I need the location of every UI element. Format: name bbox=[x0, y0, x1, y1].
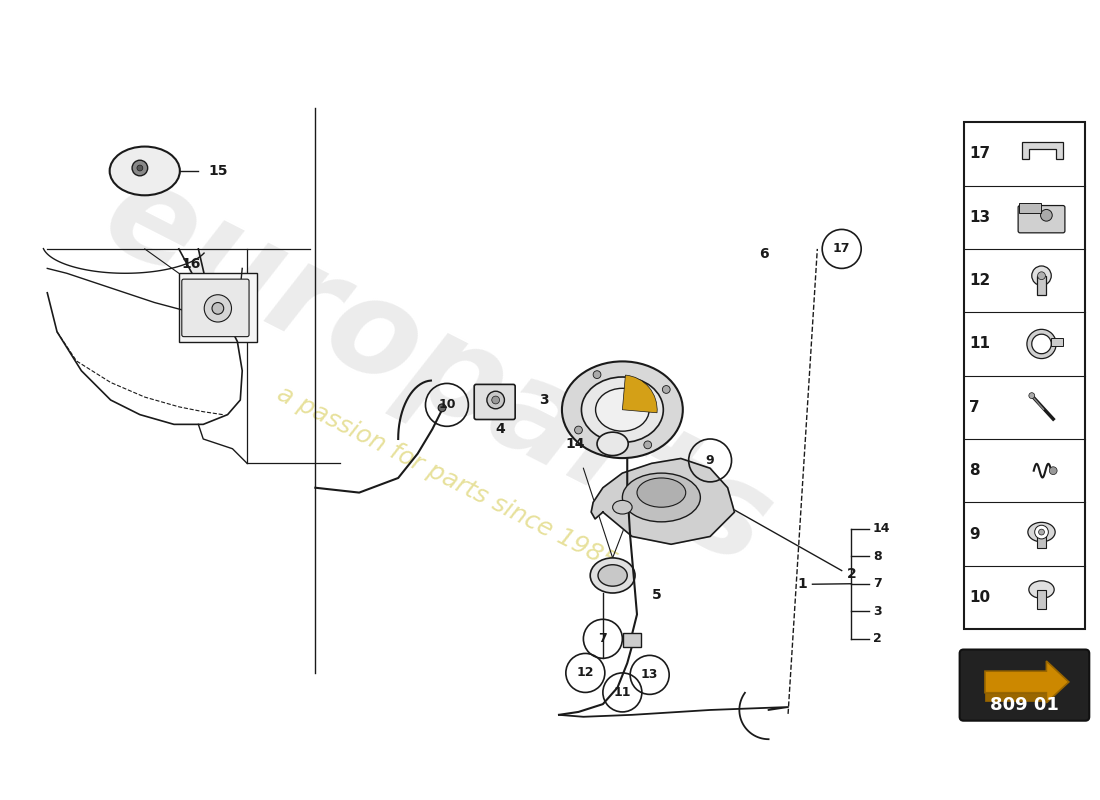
Circle shape bbox=[1032, 266, 1052, 286]
Text: 9: 9 bbox=[706, 454, 714, 467]
Circle shape bbox=[1035, 526, 1048, 539]
Polygon shape bbox=[591, 458, 735, 544]
Ellipse shape bbox=[591, 558, 635, 593]
FancyBboxPatch shape bbox=[1019, 206, 1065, 233]
Circle shape bbox=[492, 396, 499, 404]
Circle shape bbox=[212, 302, 223, 314]
Text: 2: 2 bbox=[873, 632, 881, 646]
FancyBboxPatch shape bbox=[182, 279, 249, 337]
Text: 12: 12 bbox=[969, 273, 991, 288]
Text: 10: 10 bbox=[969, 590, 990, 605]
Ellipse shape bbox=[598, 565, 627, 586]
Polygon shape bbox=[1022, 142, 1063, 158]
Circle shape bbox=[644, 441, 651, 449]
Text: 13: 13 bbox=[969, 210, 990, 225]
Polygon shape bbox=[1036, 276, 1046, 295]
Text: 17: 17 bbox=[833, 242, 850, 255]
Text: 14: 14 bbox=[873, 522, 890, 535]
Text: 15: 15 bbox=[208, 164, 228, 178]
Text: 11: 11 bbox=[969, 337, 990, 351]
Circle shape bbox=[138, 165, 143, 171]
Wedge shape bbox=[623, 375, 657, 413]
Polygon shape bbox=[984, 661, 1069, 703]
Text: 12: 12 bbox=[576, 666, 594, 679]
Text: 7: 7 bbox=[873, 578, 881, 590]
Ellipse shape bbox=[623, 473, 701, 522]
Circle shape bbox=[487, 391, 505, 409]
Ellipse shape bbox=[1028, 581, 1054, 598]
Text: 2: 2 bbox=[847, 566, 856, 581]
FancyBboxPatch shape bbox=[474, 385, 515, 419]
Text: 809 01: 809 01 bbox=[990, 696, 1059, 714]
Circle shape bbox=[438, 404, 446, 412]
Text: 13: 13 bbox=[641, 668, 659, 682]
Circle shape bbox=[1038, 529, 1044, 535]
Text: 14: 14 bbox=[565, 437, 585, 451]
Text: 5: 5 bbox=[651, 588, 661, 602]
Text: 17: 17 bbox=[969, 146, 990, 162]
FancyBboxPatch shape bbox=[959, 650, 1089, 721]
Ellipse shape bbox=[597, 432, 628, 455]
Text: 8: 8 bbox=[873, 550, 881, 562]
Text: 3: 3 bbox=[540, 393, 549, 407]
Ellipse shape bbox=[595, 388, 649, 431]
Text: 11: 11 bbox=[614, 686, 631, 699]
Text: europarts: europarts bbox=[84, 149, 791, 593]
Circle shape bbox=[1028, 393, 1035, 398]
Polygon shape bbox=[1036, 532, 1046, 548]
Text: 7: 7 bbox=[969, 400, 980, 415]
Text: a passion for parts since 1985: a passion for parts since 1985 bbox=[273, 382, 620, 574]
FancyBboxPatch shape bbox=[624, 633, 641, 646]
Polygon shape bbox=[984, 693, 1046, 701]
Text: 1: 1 bbox=[798, 578, 807, 591]
Circle shape bbox=[574, 426, 582, 434]
Ellipse shape bbox=[637, 478, 685, 507]
FancyBboxPatch shape bbox=[1052, 338, 1063, 346]
Text: 16: 16 bbox=[182, 257, 201, 270]
Circle shape bbox=[1037, 272, 1045, 280]
Text: 4: 4 bbox=[496, 422, 505, 436]
Ellipse shape bbox=[582, 377, 663, 442]
FancyBboxPatch shape bbox=[179, 274, 256, 342]
Circle shape bbox=[205, 294, 231, 322]
Circle shape bbox=[1049, 466, 1057, 474]
Text: 9: 9 bbox=[969, 526, 980, 542]
Text: 10: 10 bbox=[438, 398, 455, 411]
Circle shape bbox=[593, 370, 601, 378]
Circle shape bbox=[662, 386, 670, 394]
Ellipse shape bbox=[1027, 522, 1055, 542]
Ellipse shape bbox=[110, 146, 179, 195]
Text: 8: 8 bbox=[969, 463, 980, 478]
Text: 7: 7 bbox=[598, 632, 607, 646]
Polygon shape bbox=[1036, 590, 1046, 609]
FancyBboxPatch shape bbox=[964, 122, 1086, 629]
Ellipse shape bbox=[562, 362, 683, 458]
Text: 6: 6 bbox=[759, 246, 769, 261]
Circle shape bbox=[1041, 210, 1053, 221]
Text: 3: 3 bbox=[873, 605, 881, 618]
Circle shape bbox=[132, 160, 147, 176]
Ellipse shape bbox=[613, 500, 632, 514]
FancyBboxPatch shape bbox=[1019, 202, 1041, 214]
